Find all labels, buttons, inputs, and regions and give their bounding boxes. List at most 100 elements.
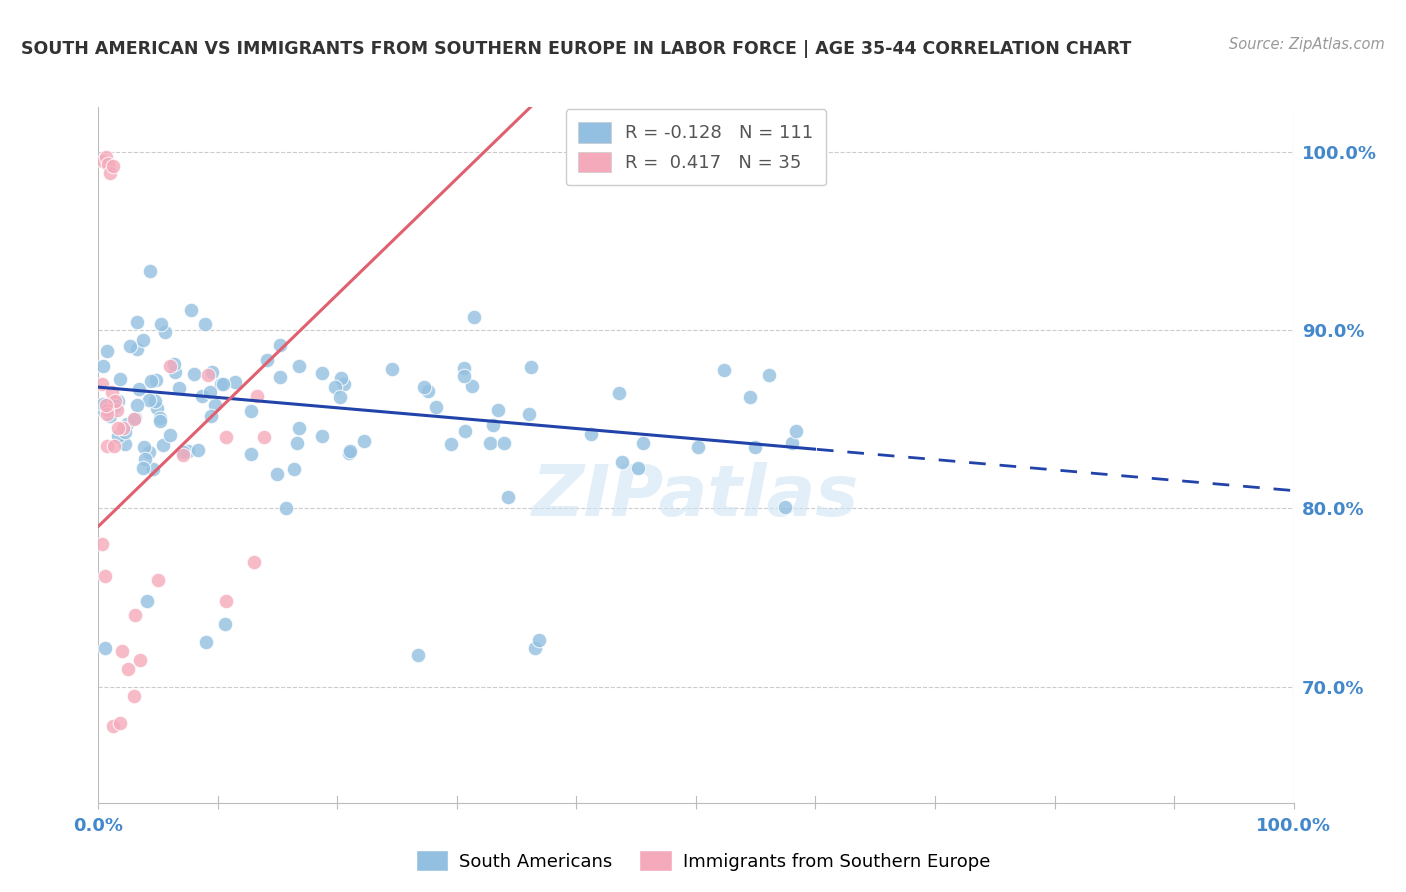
Point bbox=[740, 390, 762, 404]
Point bbox=[111, 644, 134, 658]
Point bbox=[145, 373, 167, 387]
Point bbox=[135, 594, 157, 608]
Point bbox=[191, 389, 214, 403]
Point bbox=[129, 653, 152, 667]
Point bbox=[269, 338, 291, 352]
Point bbox=[97, 157, 120, 171]
Point bbox=[607, 385, 630, 400]
Point bbox=[187, 442, 209, 457]
Point bbox=[125, 315, 148, 329]
Point bbox=[142, 462, 165, 476]
Point bbox=[461, 378, 484, 392]
Point bbox=[520, 360, 543, 375]
Point bbox=[416, 384, 439, 398]
Point bbox=[138, 393, 160, 408]
Point bbox=[159, 359, 181, 373]
Point bbox=[453, 369, 475, 384]
Point bbox=[333, 376, 356, 391]
Point bbox=[198, 385, 221, 400]
Point bbox=[276, 500, 298, 515]
Point bbox=[194, 635, 217, 649]
Point bbox=[337, 445, 360, 459]
Point bbox=[713, 362, 735, 376]
Point bbox=[124, 412, 146, 426]
Legend: South Americans, Immigrants from Southern Europe: South Americans, Immigrants from Souther… bbox=[409, 843, 997, 879]
Point bbox=[180, 303, 202, 318]
Point bbox=[524, 640, 547, 655]
Text: Source: ZipAtlas.com: Source: ZipAtlas.com bbox=[1229, 37, 1385, 53]
Point bbox=[527, 633, 550, 648]
Point bbox=[204, 398, 226, 412]
Point bbox=[127, 342, 149, 356]
Point bbox=[91, 397, 114, 411]
Point bbox=[323, 380, 346, 394]
Point bbox=[110, 372, 132, 386]
Point bbox=[288, 359, 311, 373]
Point bbox=[115, 417, 138, 432]
Point bbox=[177, 443, 200, 458]
Point bbox=[194, 317, 217, 331]
Point bbox=[224, 375, 246, 389]
Point bbox=[91, 359, 114, 373]
Point bbox=[425, 400, 447, 414]
Point bbox=[633, 435, 655, 450]
Point bbox=[132, 334, 155, 348]
Point bbox=[782, 436, 804, 450]
Point bbox=[454, 425, 477, 439]
Point bbox=[114, 436, 136, 450]
Point bbox=[339, 444, 361, 458]
Point bbox=[481, 418, 503, 433]
Point bbox=[148, 573, 170, 587]
Point bbox=[118, 338, 141, 352]
Point bbox=[149, 317, 172, 331]
Point bbox=[440, 436, 463, 450]
Point bbox=[127, 398, 149, 412]
Point bbox=[159, 428, 181, 442]
Point bbox=[124, 608, 146, 623]
Point bbox=[149, 414, 172, 428]
Point bbox=[172, 445, 194, 459]
Point bbox=[134, 441, 156, 455]
Point bbox=[107, 429, 129, 443]
Point bbox=[413, 380, 436, 394]
Point bbox=[283, 462, 305, 476]
Point bbox=[107, 393, 129, 408]
Point bbox=[143, 394, 166, 409]
Point bbox=[167, 381, 190, 395]
Point bbox=[612, 455, 634, 469]
Point bbox=[153, 326, 176, 340]
Point bbox=[329, 390, 352, 404]
Point bbox=[200, 409, 222, 424]
Point bbox=[579, 427, 602, 442]
Point bbox=[688, 440, 710, 454]
Point bbox=[132, 461, 155, 475]
Point bbox=[149, 410, 172, 425]
Point bbox=[517, 407, 540, 421]
Point bbox=[128, 382, 150, 396]
Point bbox=[107, 421, 129, 435]
Point bbox=[215, 430, 238, 444]
Point bbox=[311, 366, 333, 380]
Point bbox=[243, 555, 266, 569]
Point bbox=[101, 385, 124, 400]
Point bbox=[209, 377, 232, 392]
Point bbox=[101, 719, 124, 733]
Point bbox=[94, 640, 117, 655]
Point bbox=[117, 662, 139, 676]
Point bbox=[256, 353, 278, 368]
Point bbox=[453, 360, 475, 375]
Point bbox=[91, 376, 114, 391]
Point bbox=[201, 365, 224, 379]
Point bbox=[486, 402, 509, 417]
Point bbox=[239, 403, 262, 417]
Point bbox=[96, 403, 118, 417]
Point bbox=[91, 537, 114, 551]
Point bbox=[104, 399, 127, 413]
Point bbox=[744, 440, 766, 454]
Point bbox=[266, 467, 288, 481]
Point bbox=[94, 569, 117, 583]
Point bbox=[96, 344, 118, 359]
Point bbox=[269, 370, 291, 384]
Point bbox=[152, 438, 174, 452]
Point bbox=[103, 439, 125, 453]
